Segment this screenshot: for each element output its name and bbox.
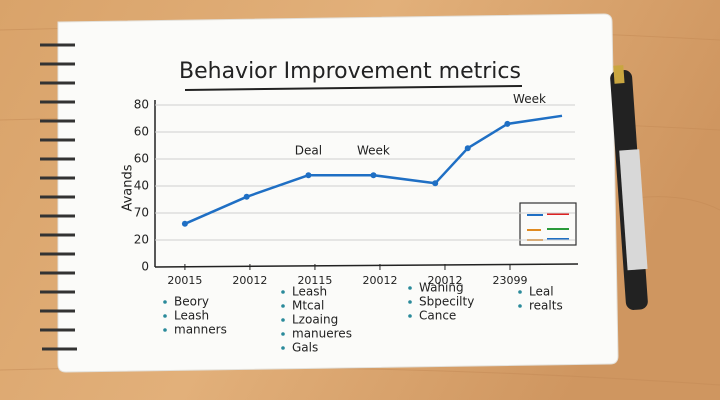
x-tick-label: 20015 bbox=[167, 274, 202, 287]
note-item: realts bbox=[529, 299, 563, 313]
bullet bbox=[408, 286, 412, 290]
note-item: Leash bbox=[174, 309, 209, 323]
x-tick-label: 20012 bbox=[427, 274, 462, 287]
bullet bbox=[281, 346, 285, 350]
pen bbox=[610, 65, 648, 310]
annotation: Week bbox=[513, 92, 546, 106]
y-axis-label: Avands bbox=[121, 164, 136, 211]
x-tick-label: 20012 bbox=[232, 274, 267, 287]
bullet bbox=[408, 314, 412, 318]
y-tick-label: 60 bbox=[134, 125, 149, 139]
note-item: Beory bbox=[174, 295, 209, 309]
bullet bbox=[518, 290, 522, 294]
note-item: Gals bbox=[292, 341, 318, 355]
annotation: Deal bbox=[295, 143, 322, 157]
x-axis bbox=[154, 263, 579, 268]
note-item: Leash bbox=[292, 285, 327, 299]
annotation: Week bbox=[357, 143, 390, 157]
x-tick-label: 20115 bbox=[297, 274, 332, 287]
data-point bbox=[432, 180, 439, 187]
legend-box bbox=[519, 202, 577, 246]
bullet bbox=[163, 300, 167, 304]
y-tick-label: 0 bbox=[141, 260, 149, 274]
data-point bbox=[305, 172, 312, 179]
x-tick-label: 20012 bbox=[362, 274, 397, 287]
y-tick-label: 70 bbox=[134, 206, 149, 220]
bullet bbox=[163, 328, 167, 332]
y-tick-label: 80 bbox=[134, 98, 149, 112]
note-item: Sbpecilty bbox=[419, 295, 474, 309]
bullet bbox=[518, 304, 522, 308]
data-point bbox=[370, 172, 377, 179]
data-point bbox=[243, 193, 250, 200]
note-item: Leal bbox=[529, 285, 554, 299]
x-tick-label: 23099 bbox=[492, 274, 527, 287]
data-point bbox=[464, 145, 471, 152]
bullet bbox=[408, 300, 412, 304]
data-point bbox=[504, 120, 511, 127]
bullet bbox=[281, 318, 285, 322]
note-item: Wahing bbox=[419, 281, 464, 295]
bullet bbox=[281, 332, 285, 336]
note-item: Mtcal bbox=[292, 299, 324, 313]
title-underline bbox=[184, 85, 523, 91]
note-item: manueres bbox=[292, 327, 352, 341]
spiral bbox=[40, 43, 77, 351]
bullet bbox=[281, 290, 285, 294]
chart-title: Behavior Improvement metrics bbox=[179, 59, 521, 84]
note-item: Cance bbox=[419, 309, 456, 323]
y-tick-label: 40 bbox=[134, 179, 149, 193]
y-tick-label: 60 bbox=[134, 152, 149, 166]
bullet bbox=[163, 314, 167, 318]
note-item: manners bbox=[174, 323, 227, 337]
y-tick-label: 20 bbox=[134, 233, 149, 247]
data-point bbox=[181, 220, 188, 227]
data-line bbox=[184, 114, 563, 225]
note-item: Lzoaing bbox=[292, 313, 338, 327]
bullet bbox=[281, 304, 285, 308]
notebook-page bbox=[57, 13, 619, 373]
